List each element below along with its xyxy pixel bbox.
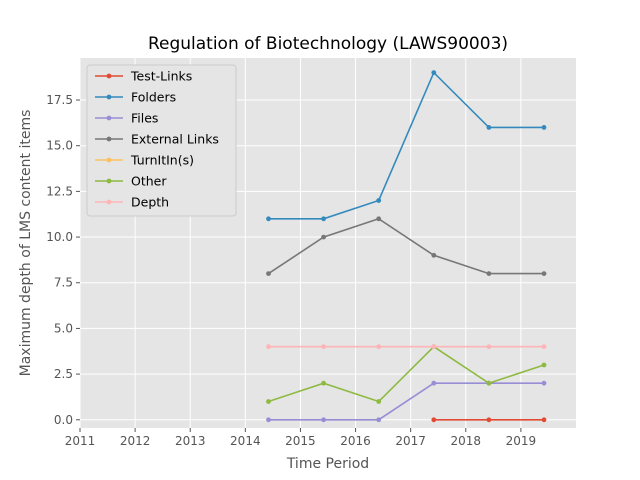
x-tick-label: 2011 [65,434,96,448]
x-tick-label: 2016 [340,434,371,448]
data-point-folders [431,70,437,75]
data-point-external-links [486,271,492,276]
legend-item-test-links: Test-Links [95,69,192,84]
legend-label: Test-Links [130,69,192,84]
data-point-other [541,362,547,368]
legend-label: Files [131,111,158,126]
data-point-external-links [266,271,271,276]
y-tick-label: 10.0 [46,230,73,244]
legend-item-files: Files [95,111,158,126]
data-point-depth [321,344,326,350]
data-point-depth [541,344,547,350]
data-point-other [266,399,271,404]
y-axis-title: Maximum depth of LMS content items [18,110,34,377]
series-line-folders [268,71,544,220]
y-tick-label: 15.0 [46,139,73,153]
legend-box [86,64,237,217]
legend-swatch-marker [106,157,112,163]
y-tick-label: 0.0 [54,413,73,427]
data-point-folders [266,216,271,222]
data-point-external-links [431,252,437,258]
legend-item-turnitin-s: TurnItIn(s) [95,153,194,168]
x-tick-label: 2015 [285,434,316,448]
data-point-depth [486,344,492,350]
legend-item-external-links: External Links [95,132,219,147]
data-point-files [321,417,326,423]
x-tick-label: 2013 [175,434,206,448]
data-point-external-links [376,216,382,222]
data-point-folders [376,198,382,203]
series-depth [266,344,547,350]
data-point-other [321,380,326,386]
data-point-external-links [541,271,547,276]
data-point-files [266,417,271,423]
data-point-depth [376,344,382,350]
legend-swatch-marker [106,136,112,142]
y-tick-label: 2.5 [54,367,73,381]
y-axis-ticks: 0.0 2.5 5.0 7.5 10.0 12.5 15.0 17.5 [46,93,80,427]
series-layer [266,70,547,423]
legend-swatch-marker [106,115,112,121]
data-point-other [376,399,382,404]
legend-label: Other [131,174,167,189]
legend-label: Folders [131,90,176,105]
series-line-external-links [268,217,544,275]
chart-title: Regulation of Biotechnology (LAWS90003) [148,34,508,54]
data-point-depth [266,344,271,350]
legend-label: External Links [131,132,219,147]
legend-swatch-marker [106,178,112,184]
x-tick-label: 2017 [395,434,426,448]
data-point-folders [486,125,492,130]
legend-item-depth: Depth [95,195,169,210]
data-point-other [486,380,492,386]
series-external-links [266,216,547,276]
data-point-external-links [321,234,326,240]
data-point-test-links [486,417,492,423]
series-other [266,344,547,404]
y-tick-label: 17.5 [46,93,73,107]
legend-item-folders: Folders [95,90,176,105]
data-point-folders [541,125,547,130]
legend: Test-Links Folders Files External Links Turn… [86,64,237,217]
y-tick-label: 7.5 [54,276,73,290]
series-line-other [268,345,545,403]
series-folders [266,70,547,222]
data-point-depth [431,344,437,350]
data-point-test-links [541,417,547,423]
legend-label: Depth [131,195,169,210]
series-test-links [431,417,547,423]
legend-swatch-marker [106,73,112,79]
x-axis-title: Time Period [286,456,369,472]
data-point-files [541,380,547,386]
legend-swatch-marker [106,199,112,205]
x-axis-ticks: 2011 2012 2013 2014 2015 2016 2017 2018 2019 [65,428,536,448]
data-point-files [431,380,437,386]
series-line-files [268,382,544,421]
y-tick-label: 12.5 [46,184,73,198]
x-tick-label: 2012 [120,434,151,448]
x-tick-label: 2019 [506,434,537,448]
data-point-folders [321,216,326,222]
x-tick-label: 2018 [451,434,482,448]
data-point-test-links [431,417,437,423]
legend-item-other: Other [95,174,167,189]
x-tick-label: 2014 [230,434,261,448]
data-point-files [376,417,382,423]
legend-swatch-marker [106,94,112,100]
y-tick-label: 5.0 [54,321,73,335]
legend-label: TurnItIn(s) [130,153,194,168]
